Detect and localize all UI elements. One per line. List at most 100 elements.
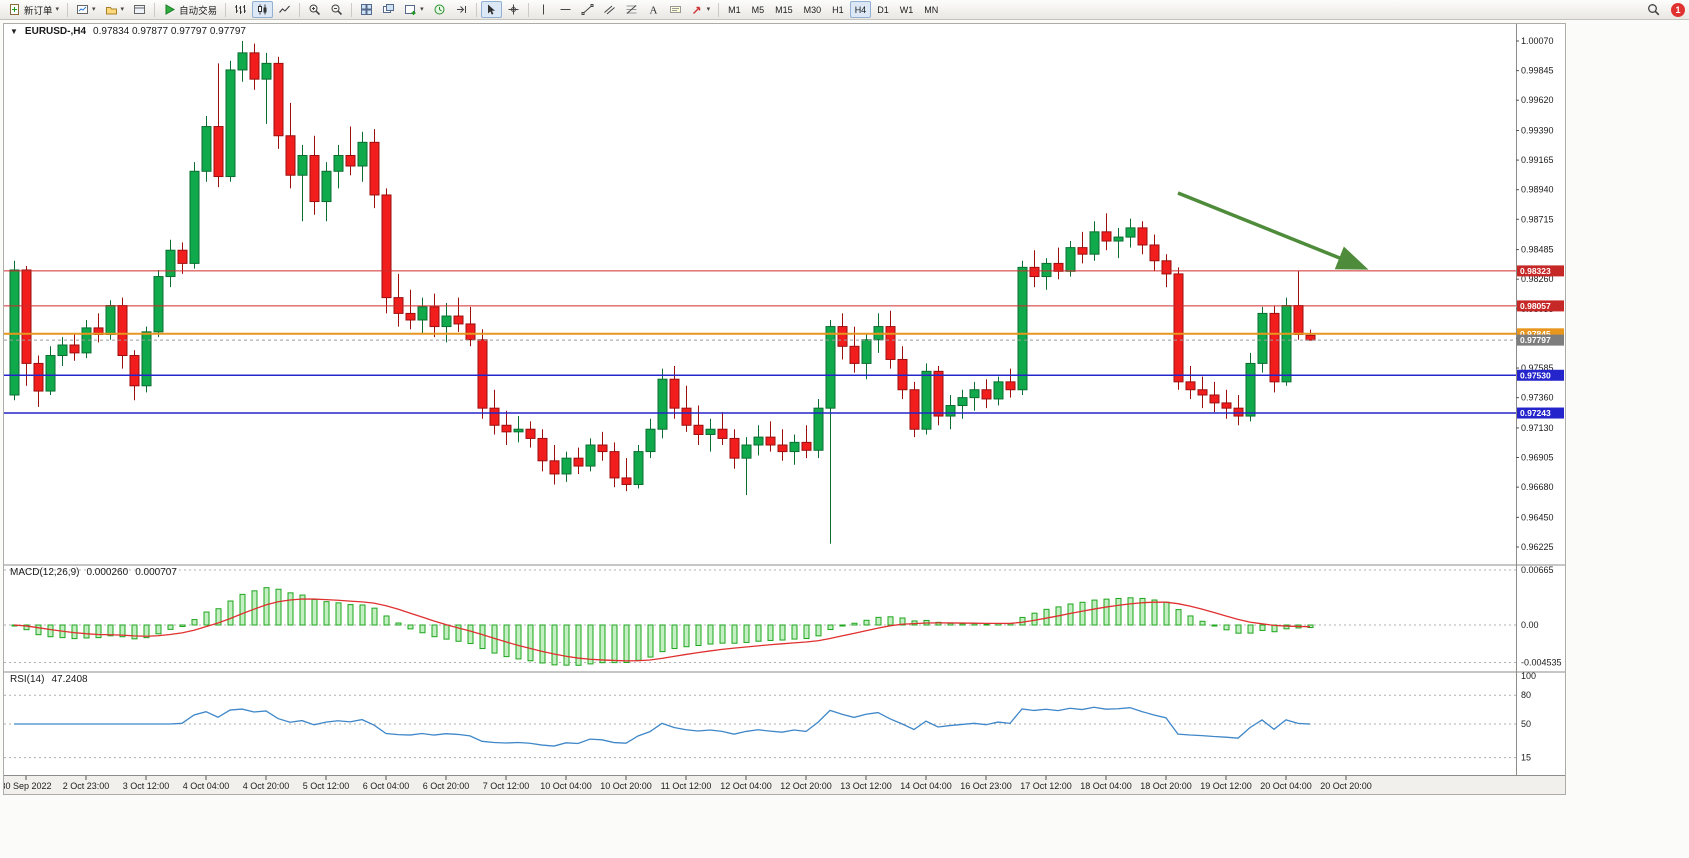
candle-up [57,344,68,357]
horizontal-line-button[interactable] [555,1,576,18]
tf-m1-button[interactable]: M1 [723,1,746,18]
price-axis[interactable]: 1.00070 0.99845 0.99620 0.99390 0.99165 0.989… [1516,36,1554,552]
candle-down [885,326,896,360]
svg-text:7 Oct 12:00: 7 Oct 12:00 [483,781,530,791]
svg-text:0.96225: 0.96225 [1521,542,1554,552]
candle-down [369,141,380,196]
new-order-label: 新订单 [24,5,53,17]
svg-text:3 Oct 12:00: 3 Oct 12:00 [123,781,170,791]
zoom-out-button[interactable] [326,1,347,18]
svg-text:0.98715: 0.98715 [1521,214,1554,224]
toolbar-separator [225,2,227,17]
candlestick-chart-button[interactable] [252,1,274,18]
fibonacci-button[interactable] [621,1,642,18]
macd-bar [839,624,846,627]
chevron-down-icon: ▾ [92,6,96,13]
new-chart-button[interactable]: ▾ [72,1,100,18]
text-label-button[interactable] [665,1,686,18]
candle-down [177,249,188,264]
macd-bar [803,624,810,640]
data-window-button[interactable] [129,1,150,18]
macd-bar [395,622,402,626]
candle-up [1041,262,1052,278]
svg-text:0.96905: 0.96905 [1521,453,1554,463]
notification-badge[interactable]: 1 [1671,2,1685,17]
macd-bar [227,600,234,626]
macd-bar [959,623,966,626]
cascade-windows-button[interactable] [378,1,399,18]
shift-chart-button[interactable] [451,1,472,18]
cursor-button[interactable] [480,1,502,18]
autoscroll-button[interactable] [429,1,450,18]
macd-bar [167,624,174,630]
macd-bar [767,624,774,641]
chart-canvas[interactable]: 30 Sep 2022 2 Oct 23:00 3 Oct 12:00 4 Oct 0… [4,24,1565,794]
chart-collapse-caret[interactable]: ▼ [10,27,18,36]
equidistant-channel-button[interactable] [599,1,620,18]
macd-bar [1211,624,1218,627]
new-window-icon [405,5,416,15]
text-button[interactable]: A [643,1,664,18]
crosshair-button[interactable] [503,1,524,18]
zoom-in-button[interactable] [304,1,325,18]
svg-text:12 Oct 04:00: 12 Oct 04:00 [720,781,772,791]
tf-h4-button[interactable]: H4 [849,1,872,18]
toolbar-separator [527,2,529,17]
candle-down [717,428,728,439]
svg-text:0.97585: 0.97585 [1521,363,1554,373]
macd-bar [503,624,510,658]
profiles-button[interactable]: ▾ [101,1,129,18]
tf-m30-button[interactable]: M30 [799,1,827,18]
candle-down [249,52,260,80]
macd-bar [311,598,318,626]
candle-up [789,441,800,453]
tf-d1-button[interactable]: D1 [872,1,894,18]
candle-up [645,428,656,453]
macd-bar [527,624,534,662]
svg-text:80: 80 [1521,690,1531,700]
candle-down [345,154,356,167]
candle-up [261,62,272,80]
tf-mn-button[interactable]: MN [919,1,943,18]
tf-w1-button[interactable]: W1 [895,1,919,18]
macd-bar [563,624,570,666]
tf-h1-button[interactable]: H1 [827,1,849,18]
macd-bar [1175,609,1182,626]
candle-up [513,428,524,433]
candle-down [693,424,704,435]
macd-bar [419,624,426,634]
macd-bar [335,602,342,626]
candle-up [741,444,752,459]
macd-bar [131,624,138,640]
macd-bar [287,592,294,626]
candle-down [117,305,128,357]
time-axis[interactable] [4,776,1565,794]
arrows-tool-button[interactable]: ▾ [687,1,715,18]
candle-down [549,460,560,475]
candle-down [765,436,776,446]
candle-up [1065,247,1076,272]
trendline-button[interactable] [577,1,598,18]
macd-bar [191,619,198,626]
tf-m5-button[interactable]: M5 [747,1,770,18]
svg-text:0.99165: 0.99165 [1521,155,1554,165]
new-order-button[interactable]: 新订单 ▾ [4,1,63,18]
ohlc-bars-button[interactable] [230,1,251,18]
macd-bar [791,624,798,640]
price-badges: 0.98323 0.98057 0.97845 0.97530 0.97243 0.977… [1517,265,1564,419]
svg-text:0.97530: 0.97530 [1520,370,1551,380]
macd-bar [239,593,246,626]
line-chart-button[interactable] [274,1,295,18]
price-badge [1517,300,1564,312]
svg-text:-0.004535: -0.004535 [1521,658,1562,668]
trend-arrow-annotation[interactable] [1177,191,1369,270]
macd-bar [203,611,210,626]
tile-windows-button[interactable] [356,1,377,18]
macd-bar [275,588,282,626]
tf-m15-button[interactable]: M15 [770,1,798,18]
autotrade-button[interactable]: 自动交易 [159,1,221,18]
new-window-button[interactable]: ▾ [400,1,428,18]
candle-down [1173,273,1184,383]
search-button[interactable] [1643,1,1664,18]
vertical-line-button[interactable] [533,1,554,18]
